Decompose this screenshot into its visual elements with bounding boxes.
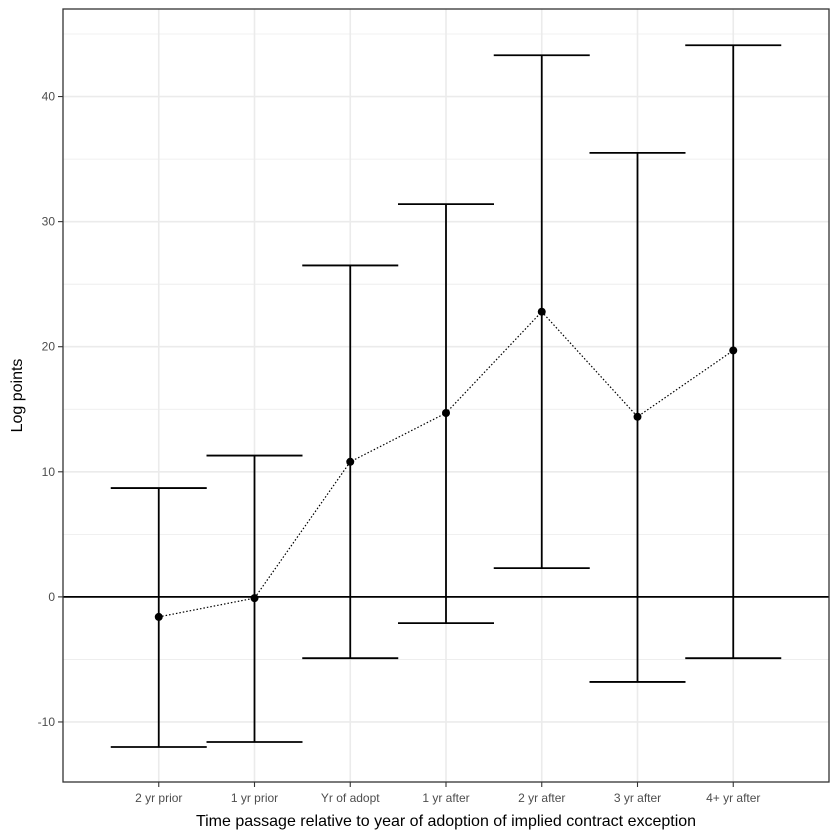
x-tick-label: 1 yr after [422, 791, 469, 805]
x-tick-label: 2 yr after [518, 791, 565, 805]
x-tick-label: Yr of adopt [321, 791, 380, 805]
data-points [154, 307, 738, 621]
y-tick-label: -10 [38, 715, 56, 729]
x-axis-ticks: 2 yr prior 1 yr prior Yr of adopt 1 yr afte… [135, 782, 760, 805]
y-axis-ticks: -10 0 10 20 30 40 [38, 90, 63, 729]
y-tick-label: 10 [42, 465, 56, 479]
data-point [442, 409, 450, 418]
y-tick-label: 30 [42, 215, 56, 229]
data-point [154, 612, 163, 621]
data-point [250, 594, 259, 603]
y-tick-label: 40 [42, 90, 56, 104]
y-tick-label: 20 [42, 340, 56, 354]
data-point [729, 346, 738, 355]
data-point [346, 457, 355, 466]
x-axis-title: Time passage relative to year of adoptio… [196, 813, 696, 830]
y-axis-title: Log points [9, 359, 26, 433]
data-point [633, 412, 642, 421]
y-tick-label: 0 [48, 590, 55, 604]
x-tick-label: 3 yr after [614, 791, 661, 805]
data-point [537, 307, 546, 316]
x-tick-label: 2 yr prior [135, 791, 182, 805]
x-tick-label: 1 yr prior [231, 791, 278, 805]
x-tick-label: 4+ yr after [706, 791, 760, 805]
